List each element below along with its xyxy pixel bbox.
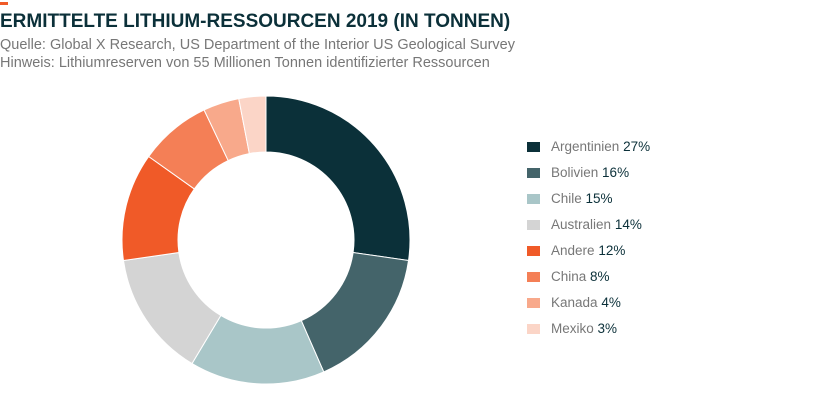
legend-swatch <box>527 246 540 256</box>
donut-slice <box>300 251 410 373</box>
donut-slice <box>238 95 267 155</box>
legend-name: Kanada <box>551 295 598 310</box>
legend-swatch <box>527 220 540 230</box>
legend-name: Bolivien <box>551 165 598 180</box>
legend-value: 3% <box>598 321 618 336</box>
legend-value: 27% <box>623 139 650 154</box>
donut-slice <box>265 95 411 262</box>
chart-subtitle: Quelle: Global X Research, US Department… <box>0 37 516 53</box>
legend-label: China 8% <box>551 269 610 284</box>
legend-label: Kanada 4% <box>551 295 621 310</box>
legend-name: China <box>551 269 587 284</box>
legend-swatch <box>527 194 540 204</box>
chart-title: ERMITTELTE LITHIUM-RESSOURCEN 2019 (IN T… <box>0 11 510 32</box>
legend-value: 16% <box>602 165 629 180</box>
legend-value: 8% <box>590 269 610 284</box>
legend-name: Andere <box>551 243 595 258</box>
legend-label: Bolivien 16% <box>551 165 629 180</box>
legend-label: Andere 12% <box>551 243 625 258</box>
legend-swatch <box>527 142 540 152</box>
legend-name: Chile <box>551 191 582 206</box>
chart-note: Hinweis: Lithiumreserven von 55 Millione… <box>0 55 490 71</box>
legend-value: 12% <box>598 243 625 258</box>
legend-name: Australien <box>551 217 611 232</box>
legend-swatch <box>527 168 540 178</box>
legend-label: Australien 14% <box>551 217 642 232</box>
accent-bar <box>0 2 8 5</box>
legend-swatch <box>527 298 540 308</box>
legend-name: Mexiko <box>551 321 594 336</box>
legend-name: Argentinien <box>551 139 619 154</box>
legend-value: 15% <box>586 191 613 206</box>
legend-swatch <box>527 324 540 334</box>
legend-swatch <box>527 272 540 282</box>
legend-label: Chile 15% <box>551 191 613 206</box>
legend-label: Argentinien 27% <box>551 139 650 154</box>
legend-label: Mexiko 3% <box>551 321 617 336</box>
legend-value: 14% <box>615 217 642 232</box>
legend-value: 4% <box>601 295 621 310</box>
